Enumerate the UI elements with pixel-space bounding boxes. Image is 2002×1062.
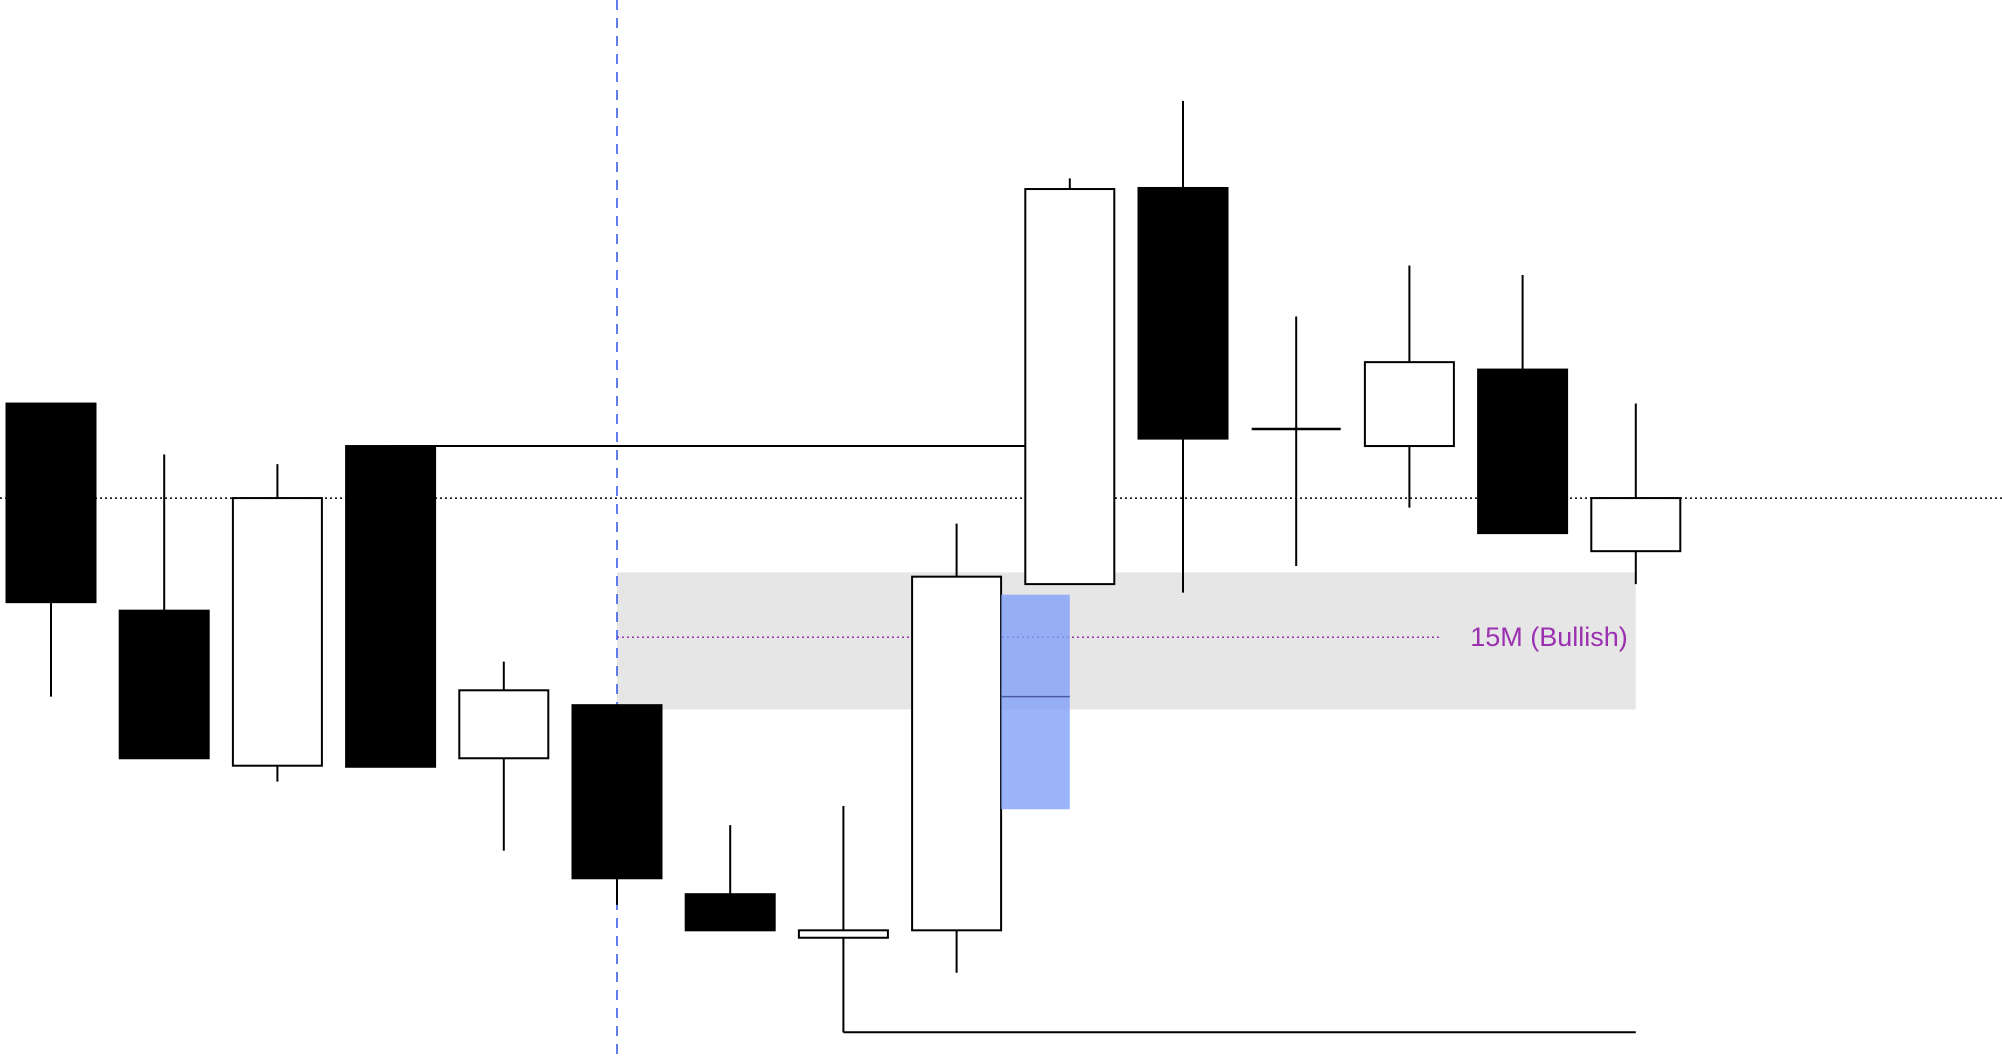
candle-body: [1590, 497, 1682, 553]
bullish-candle: [797, 806, 889, 1033]
candle-body: [1363, 361, 1455, 448]
candle-body: [231, 497, 323, 767]
bearish-candle: [684, 825, 776, 932]
candle-body: [1477, 368, 1569, 535]
candles-layer: [5, 100, 1682, 1033]
zone-layer: [617, 572, 1636, 710]
bearish-candle: [1137, 100, 1229, 593]
zone-rect: [617, 572, 1636, 710]
fvg-box: [1001, 594, 1070, 810]
candle-body: [345, 445, 437, 768]
bullish-candle: [1251, 316, 1341, 567]
bullish-candle: [458, 661, 550, 851]
bullish-candle: [1024, 178, 1116, 586]
bullish-candle: [1590, 403, 1682, 585]
zone-label: 15M (Bullish): [1470, 622, 1628, 652]
candle-body: [1137, 186, 1229, 440]
bearish-candle: [118, 454, 210, 760]
candle-body: [1024, 188, 1116, 586]
bearish-candle: [1477, 275, 1569, 535]
bullish-candle: [231, 464, 323, 782]
bullish-candle: [911, 523, 1003, 973]
bullish-candle: [1363, 265, 1455, 508]
bearish-candle: [571, 704, 663, 905]
fvg-layer: [1001, 594, 1070, 810]
candle-body: [684, 893, 776, 932]
candle-body: [458, 689, 550, 760]
candle-body: [571, 704, 663, 880]
candle-body: [118, 609, 210, 760]
candle-body: [797, 929, 889, 939]
bearish-candle: [5, 402, 97, 697]
candle-body: [5, 402, 97, 604]
bearish-candle: [345, 445, 437, 768]
candle-body: [911, 575, 1003, 932]
